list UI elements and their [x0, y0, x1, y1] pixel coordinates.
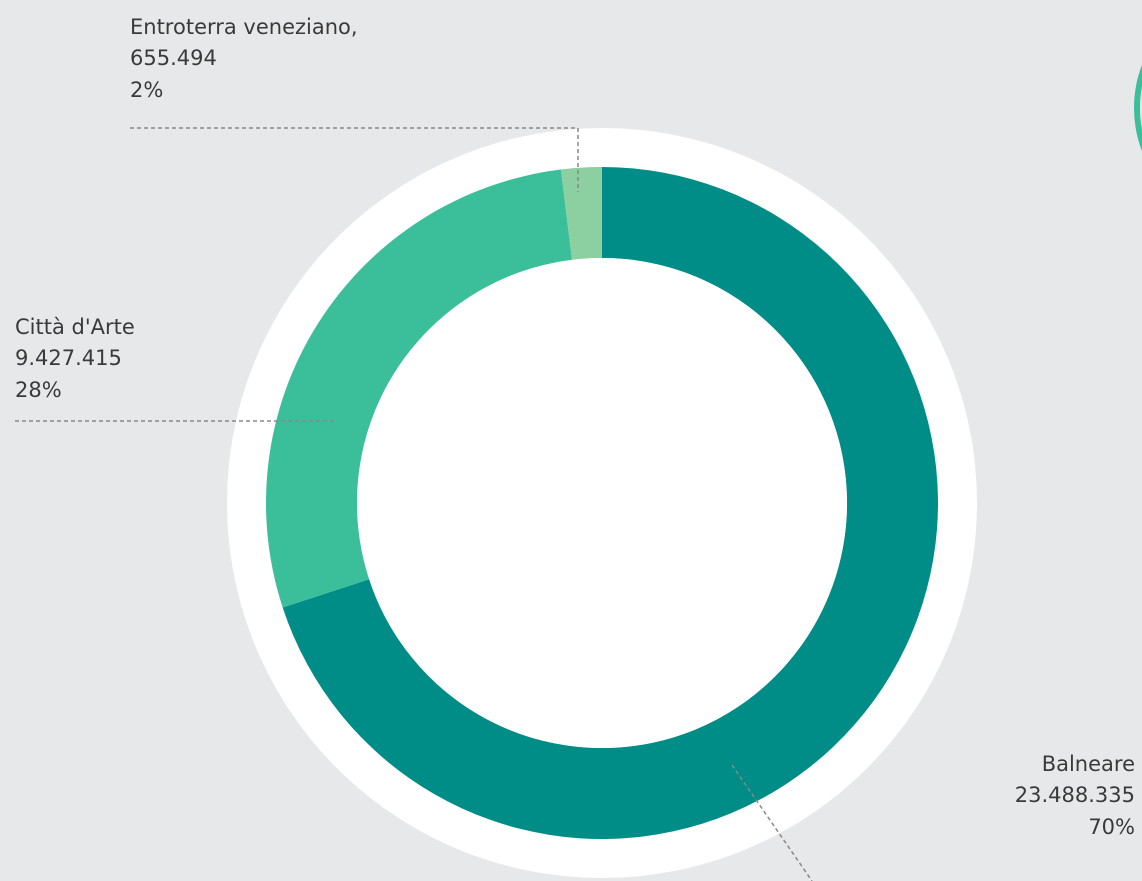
- category-label: Entroterra veneziano,: [130, 15, 358, 39]
- category-label: Balneare: [1042, 752, 1135, 776]
- value-label: 655.494: [130, 46, 217, 70]
- percent-label: 2%: [130, 78, 163, 102]
- segments: [266, 167, 939, 839]
- decor-circle: [1134, 64, 1142, 152]
- value-label: 9.427.415: [15, 346, 122, 370]
- leader-line: [731, 764, 813, 881]
- donut-segment: [560, 167, 602, 260]
- value-label: 23.488.335: [1015, 783, 1135, 807]
- donut-hole: [357, 258, 847, 748]
- category-label: Città d'Arte: [15, 315, 135, 339]
- donut-segment: [266, 169, 573, 608]
- leader-line: [130, 127, 579, 192]
- labels: Balneare 23.488.335 70% Città d'Arte 9.427.4…: [15, 15, 1135, 839]
- percent-label: 70%: [1088, 815, 1135, 839]
- percent-label: 28%: [15, 378, 62, 402]
